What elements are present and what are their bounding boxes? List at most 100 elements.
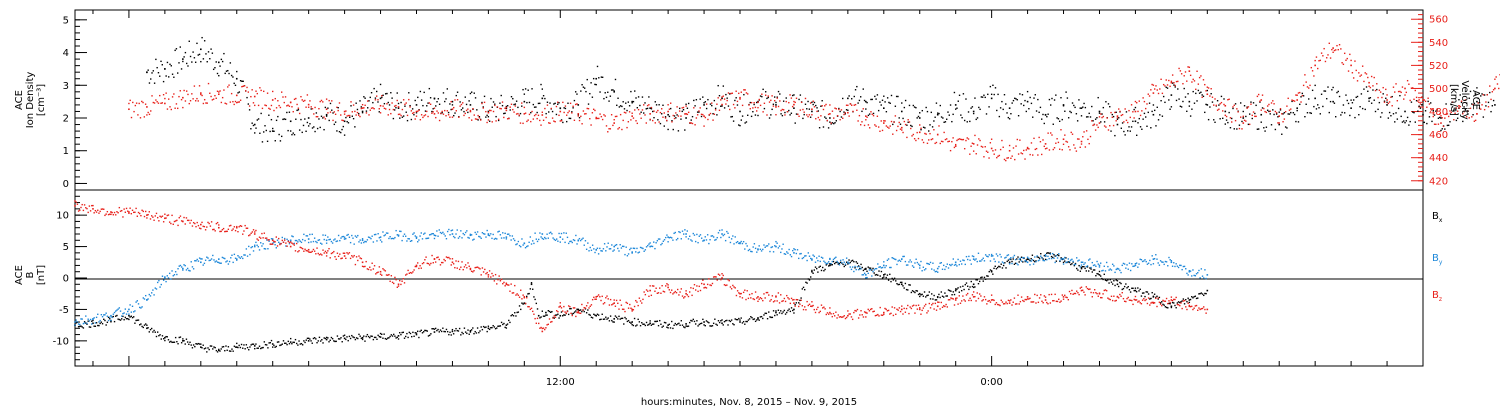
density-ylabel-line1: ACE (14, 90, 25, 110)
density-point (901, 102, 903, 104)
bx-point (667, 327, 669, 329)
by-point (289, 239, 292, 242)
bx-point (388, 337, 390, 339)
by-point (379, 239, 382, 241)
velocity-point (1290, 108, 1292, 110)
velocity-point (155, 99, 157, 101)
by-point (557, 240, 559, 242)
bx-point (975, 279, 977, 281)
density-point (845, 109, 848, 111)
velocity-point (1370, 75, 1373, 78)
bx-point (1084, 267, 1086, 270)
bx-point (1163, 304, 1165, 306)
bx-point (653, 323, 655, 325)
bx-point (206, 351, 208, 353)
bx-point (911, 290, 914, 292)
density-point (898, 117, 900, 119)
velocity-point (201, 94, 203, 97)
by-point (273, 241, 275, 244)
by-point (757, 248, 759, 250)
density-point (1061, 118, 1063, 121)
velocity-point (703, 115, 705, 117)
by-point (764, 246, 766, 249)
velocity-point (1188, 66, 1191, 69)
bx-point (1099, 275, 1102, 277)
velocity-point (657, 109, 659, 112)
bx-point (312, 337, 315, 340)
by-point (850, 268, 853, 271)
bz-point (185, 217, 188, 219)
density-point (347, 122, 350, 124)
density-point (976, 117, 979, 119)
by-point (1098, 266, 1101, 268)
bz-point (200, 227, 202, 230)
by-point (720, 236, 722, 239)
by-point (1139, 258, 1141, 260)
velocity-point (843, 113, 845, 116)
velocity-point (717, 97, 719, 99)
density-point (685, 117, 687, 119)
by-point (669, 236, 672, 239)
by-point (243, 254, 245, 256)
by-point (573, 239, 576, 242)
bx-point (1092, 269, 1095, 271)
by-point (1141, 260, 1144, 263)
velocity-point (1351, 72, 1354, 74)
bx-point (1203, 294, 1205, 297)
bx-point (856, 262, 859, 265)
velocity-point (1206, 93, 1209, 96)
bx-point (146, 324, 148, 326)
by-point (886, 259, 889, 262)
density-point (817, 110, 820, 112)
velocity-point (781, 108, 784, 111)
density-point (1016, 99, 1019, 101)
velocity-point (1396, 100, 1399, 102)
density-point (658, 104, 660, 106)
density-point (270, 118, 273, 121)
by-point (77, 323, 80, 325)
bx-point (366, 333, 369, 336)
by-point (1109, 268, 1111, 270)
density-point (1094, 118, 1097, 120)
by-point (88, 320, 91, 322)
bz-point (990, 299, 993, 301)
bx-point (1080, 267, 1083, 270)
by-point (1127, 268, 1129, 270)
density-point (1243, 105, 1246, 107)
by-point (867, 272, 869, 275)
velocity-point (1414, 89, 1416, 92)
velocity-point (1299, 91, 1301, 94)
bx-point (905, 288, 908, 291)
velocity-point (587, 108, 590, 110)
bx-point (442, 327, 444, 329)
bx-point (999, 266, 1001, 268)
bz-point (203, 225, 206, 228)
by-point (1099, 262, 1102, 264)
by-point (736, 240, 739, 243)
bx-point (853, 260, 855, 263)
by-point (306, 235, 309, 237)
by-point (110, 314, 112, 317)
velocity-point (1160, 78, 1162, 81)
velocity-point (1282, 121, 1284, 123)
density-point (263, 131, 265, 133)
density-point (358, 112, 360, 115)
density-point (541, 88, 544, 90)
density-point (237, 92, 239, 94)
by-point (1098, 264, 1101, 267)
velocity-point (455, 110, 457, 112)
by-point (1097, 263, 1099, 265)
density-point (438, 103, 441, 105)
density-point (413, 113, 415, 116)
bx-point (1143, 292, 1145, 294)
by-point (1068, 260, 1071, 263)
bx-point (843, 265, 845, 268)
bx-point (1195, 297, 1198, 300)
bx-point (765, 312, 768, 315)
by-point (194, 260, 196, 262)
velocity-point (739, 96, 741, 99)
bz-point (107, 213, 110, 216)
density-point (1360, 93, 1363, 95)
bx-point (213, 346, 215, 348)
bz-point (152, 216, 154, 218)
